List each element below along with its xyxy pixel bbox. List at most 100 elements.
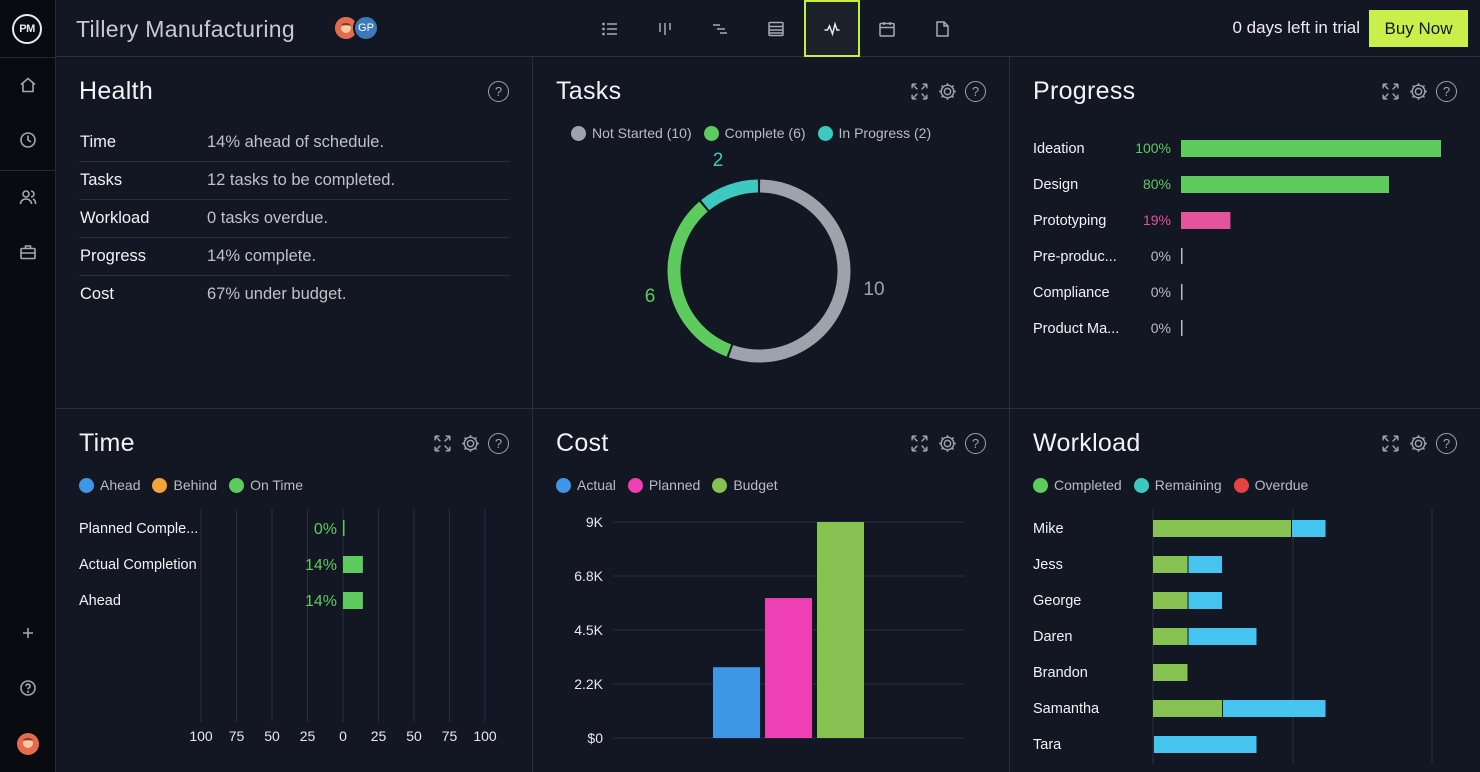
legend-label: Behind <box>173 477 218 493</box>
help-icon[interactable]: ? <box>488 433 509 454</box>
cost-legend: Actual Planned Budget <box>556 477 778 493</box>
axis-tick-label: 2.2K <box>574 676 603 692</box>
donut-slice <box>728 179 851 363</box>
workload-remaining-bar <box>1188 628 1257 645</box>
legend-dot <box>571 125 586 141</box>
progress-pct: 0% <box>1151 284 1171 300</box>
progress-pct: 19% <box>1143 212 1171 228</box>
legend-dot <box>152 477 168 493</box>
workload-name: Brandon <box>1033 665 1088 681</box>
health-row: Tasks 12 tasks to be completed. <box>79 162 509 200</box>
help-icon[interactable]: ? <box>965 433 986 454</box>
expand-icon[interactable] <box>909 81 930 102</box>
health-label: Time <box>80 133 117 151</box>
list-view-icon[interactable] <box>582 0 638 57</box>
trial-status: 0 days left in trial <box>1232 18 1360 37</box>
tasks-donut-chart: 2 6 10 <box>645 150 885 363</box>
briefcase-icon[interactable] <box>16 240 40 264</box>
progress-bar <box>1181 284 1183 300</box>
gear-icon[interactable] <box>937 433 958 454</box>
legend-label: Remaining <box>1154 477 1222 493</box>
progress-label: Design <box>1033 177 1078 193</box>
gear-icon[interactable] <box>460 433 481 454</box>
cost-panel: Cost ? Actual Planned Budget 9K 6.8K 4.5K 2… <box>533 409 1010 772</box>
workload-name: George <box>1033 593 1081 609</box>
plus-icon[interactable] <box>16 621 40 645</box>
axis-tick-label: 75 <box>442 728 458 744</box>
time-legend: Ahead Behind On Time <box>79 477 303 493</box>
clock-icon[interactable] <box>16 128 40 152</box>
progress-bar <box>1181 176 1389 193</box>
time-row-pct: 14% <box>305 593 337 610</box>
avatar[interactable]: GP <box>353 15 379 41</box>
team-icon[interactable] <box>16 185 40 209</box>
pm-logo[interactable]: PM <box>12 14 42 44</box>
axis-tick-label: 9K <box>586 514 604 530</box>
legend-item: Completed <box>1033 477 1122 493</box>
axis-tick-label: 25 <box>300 728 316 744</box>
time-bar <box>343 520 345 536</box>
help-icon[interactable]: ? <box>488 81 509 102</box>
workload-name: Jess <box>1033 557 1063 573</box>
health-panel: Health ? Time 14% ahead of schedule. Task… <box>56 57 533 409</box>
axis-tick-label: 4.5K <box>574 622 603 638</box>
expand-icon[interactable] <box>1380 433 1401 454</box>
workload-name: Samantha <box>1033 701 1100 717</box>
workload-remaining-bar <box>1154 736 1257 753</box>
user-avatar-icon[interactable] <box>16 732 40 756</box>
board-view-icon[interactable] <box>637 0 693 57</box>
calendar-view-icon[interactable] <box>859 0 915 57</box>
donut-label-in-progress: 2 <box>713 150 724 171</box>
workload-chart: Mike Jess George Daren Brandon Samantha Tara <box>1033 509 1433 764</box>
axis-tick-label: 0 <box>339 728 347 744</box>
legend-label: Actual <box>577 477 616 493</box>
expand-icon[interactable] <box>1380 81 1401 102</box>
health-label: Progress <box>80 247 147 265</box>
health-label: Workload <box>80 209 150 227</box>
donut-label-complete: 6 <box>645 286 656 307</box>
cost-bar <box>713 667 760 738</box>
time-panel: Time ? Ahead Behind On Time 100 75 50 25 0 25… <box>56 409 533 772</box>
panel-title: Time <box>79 429 135 457</box>
legend-item: Remaining <box>1133 477 1222 493</box>
cost-bar <box>765 598 812 738</box>
help-icon[interactable]: ? <box>1436 81 1457 102</box>
project-title[interactable]: Tillery Manufacturing <box>76 16 295 42</box>
workload-remaining-bar <box>1188 592 1222 609</box>
workload-panel: Workload ? Completed Remaining Overdue M… <box>1010 409 1480 772</box>
gantt-view-icon[interactable] <box>692 0 748 57</box>
progress-pct: 100% <box>1135 140 1171 156</box>
dashboard-view-icon[interactable] <box>804 0 860 57</box>
workload-completed-bar <box>1153 556 1188 573</box>
expand-icon[interactable] <box>432 433 453 454</box>
gear-icon[interactable] <box>937 81 958 102</box>
panel-title: Cost <box>556 429 609 457</box>
progress-pct: 80% <box>1143 176 1171 192</box>
progress-pct: 0% <box>1151 320 1171 336</box>
legend-dot <box>1233 477 1249 493</box>
files-view-icon[interactable] <box>914 0 970 57</box>
legend-label: Budget <box>733 477 778 493</box>
gear-icon[interactable] <box>1408 433 1429 454</box>
legend-label: On Time <box>250 477 303 493</box>
axis-tick-label: $0 <box>587 730 603 746</box>
buy-now-button[interactable]: Buy Now <box>1369 10 1468 47</box>
progress-bar <box>1181 140 1441 157</box>
health-row: Progress 14% complete. <box>79 238 509 276</box>
legend-item: On Time <box>229 477 303 493</box>
expand-icon[interactable] <box>909 433 930 454</box>
health-value: 14% complete. <box>207 247 317 265</box>
home-icon[interactable] <box>16 73 40 97</box>
help-icon[interactable]: ? <box>965 81 986 102</box>
panel-title: Tasks <box>556 77 622 105</box>
help-icon[interactable] <box>16 676 40 700</box>
legend-label: Complete (6) <box>724 125 806 141</box>
help-icon[interactable]: ? <box>1436 433 1457 454</box>
top-bar: Tillery Manufacturing GP 0 days left in … <box>56 0 1480 57</box>
legend-label: Not Started (10) <box>592 125 692 141</box>
sheet-view-icon[interactable] <box>748 0 804 57</box>
time-row-pct: 14% <box>305 557 337 574</box>
gear-icon[interactable] <box>1408 81 1429 102</box>
health-label: Tasks <box>80 171 123 189</box>
panel-title: Progress <box>1033 77 1136 105</box>
